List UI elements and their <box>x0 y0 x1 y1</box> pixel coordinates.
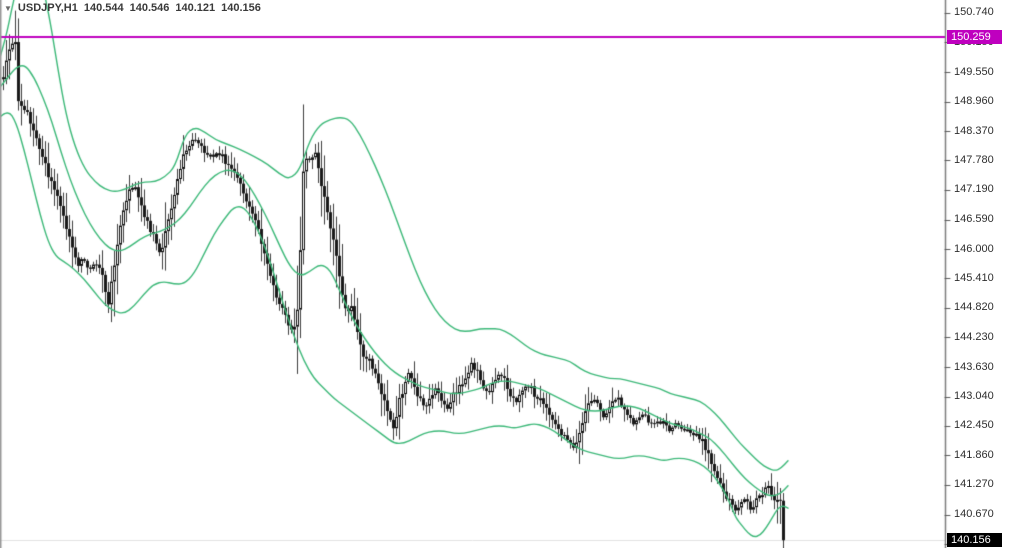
y-axis-tick-label: 150.740 <box>954 6 994 19</box>
collapse-arrow-icon[interactable]: ▼ <box>4 3 12 13</box>
symbol-readout: ▼ USDJPY,H1 140.544 140.546 140.121 140.… <box>4 2 261 14</box>
y-axis-tick-label: 147.190 <box>954 183 994 196</box>
symbol-label: USDJPY,H1 <box>17 2 78 14</box>
readout-high: 140.546 <box>129 2 170 14</box>
y-axis-tick-label: 141.270 <box>954 478 994 491</box>
horizontal-line-price-tag[interactable]: 150.259 <box>947 29 1002 44</box>
y-axis-tick-label: 147.780 <box>954 153 994 166</box>
y-axis-tick-label: 142.450 <box>954 419 994 432</box>
y-axis-tick-label: 143.040 <box>954 390 994 403</box>
y-axis-tick-label: 146.590 <box>954 213 994 226</box>
readout-open: 140.544 <box>83 2 124 14</box>
y-axis-tick-label: 143.630 <box>954 360 994 373</box>
y-axis-tick-label: 145.410 <box>954 271 994 284</box>
y-axis-tick-label: 149.550 <box>954 65 994 78</box>
y-axis-tick-label: 148.960 <box>954 95 994 108</box>
y-axis-tick-label: 140.670 <box>954 508 994 521</box>
price-scale[interactable]: 150.740150.150149.550148.960148.370147.7… <box>952 0 1024 548</box>
y-axis-tick-label: 144.230 <box>954 330 994 343</box>
readout-low: 140.121 <box>175 2 216 14</box>
y-axis-tick-label: 141.860 <box>954 448 994 461</box>
readout-close: 140.156 <box>221 2 261 14</box>
y-axis-tick-label: 148.370 <box>954 124 994 137</box>
y-axis-tick-label: 146.000 <box>954 242 994 255</box>
y-axis-tick-label: 144.820 <box>954 301 994 314</box>
current-price-tag: 140.156 <box>947 533 1002 548</box>
